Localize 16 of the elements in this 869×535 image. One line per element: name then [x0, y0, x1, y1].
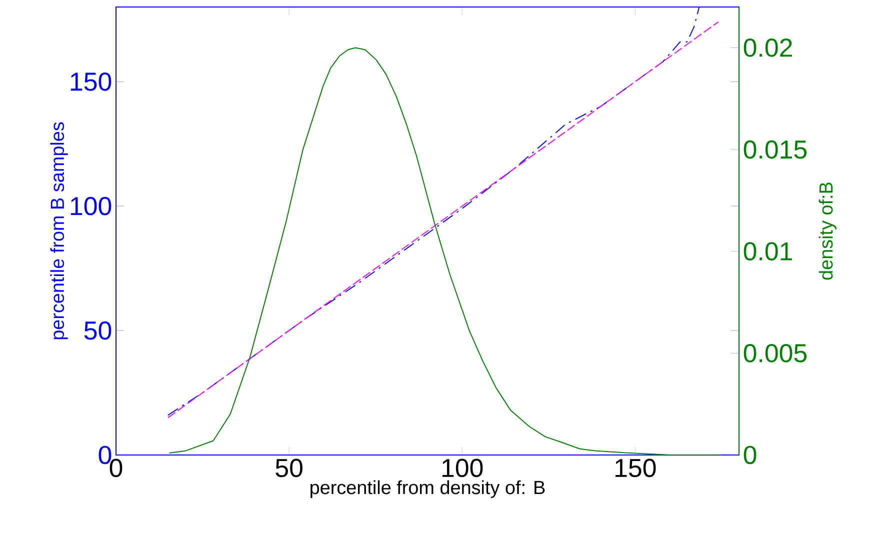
y-tick-label: 150: [70, 72, 112, 91]
line-series: [168, 47, 722, 455]
y2-tick-label: 0.015: [744, 140, 807, 159]
y-axis-title: percentile from B samples: [50, 122, 68, 340]
y2-tick-label: 0: [744, 446, 756, 464]
y2-tick-label: 0.005: [744, 344, 807, 362]
x-tick-label: 50: [276, 458, 302, 478]
x-axis-title: percentile from density of: B: [310, 480, 545, 498]
y-tick-label: 50: [84, 321, 112, 340]
y-tick-label: 0: [98, 446, 112, 464]
x-tick-label: 100: [442, 458, 483, 478]
y2-tick-label: 0.01: [744, 242, 792, 261]
y2-tick-label: 0.02: [744, 38, 792, 57]
y2-axis-title: density of:B: [818, 182, 836, 280]
x-tick-label: 150: [616, 458, 656, 478]
y-tick-label: 100: [70, 196, 112, 216]
